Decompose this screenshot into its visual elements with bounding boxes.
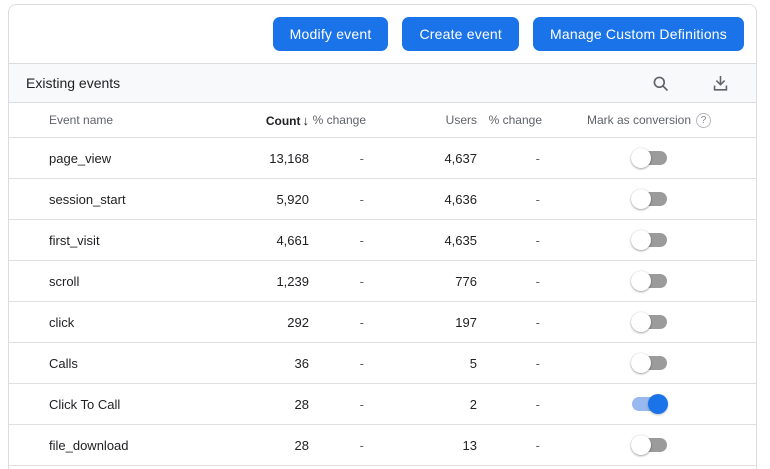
users-cell: 197 [455, 314, 477, 330]
mark-as-conversion-label: Mark as conversion [586, 113, 692, 127]
conversion-toggle[interactable] [631, 394, 668, 414]
toggle-thumb [630, 189, 651, 209]
events-card: Modify event Create event Manage Custom … [8, 4, 757, 469]
users-cell: 4,637 [444, 150, 477, 166]
panel-header: Existing events [9, 63, 756, 103]
users-cell: 5 [469, 355, 477, 371]
header-count-pct-change: % change [312, 113, 366, 127]
manage-custom-definitions-button[interactable]: Manage Custom Definitions [533, 17, 744, 51]
count-pct-change-cell: - [359, 355, 364, 371]
event-name-cell: file_download [49, 437, 129, 453]
download-icon[interactable] [710, 73, 730, 93]
table-row: page_view 13,168 - 4,637 - [9, 138, 756, 179]
users-pct-change-cell: - [535, 396, 540, 412]
conversion-toggle[interactable] [630, 353, 668, 373]
count-pct-change-cell: - [359, 314, 364, 330]
event-name-cell: session_start [49, 191, 126, 207]
table-row: session_start 5,920 - 4,636 - [9, 179, 756, 220]
table-header-row: Event name Count ↓ % change Users % chang… [9, 103, 756, 138]
count-pct-change-cell: - [359, 191, 364, 207]
toggle-thumb [630, 271, 651, 291]
table-row: Calls 36 - 5 - [9, 343, 756, 384]
users-pct-change-cell: - [535, 355, 540, 371]
count-cell: 36 [294, 355, 309, 371]
users-pct-change-cell: - [535, 191, 540, 207]
conversion-toggle[interactable] [630, 189, 668, 209]
users-cell: 4,635 [444, 232, 477, 248]
count-cell: 292 [287, 314, 309, 330]
toggle-thumb [630, 312, 651, 332]
conversion-toggle[interactable] [630, 271, 668, 291]
toggle-thumb [630, 435, 651, 455]
conversion-cell [542, 230, 756, 250]
count-pct-change-cell: - [359, 232, 364, 248]
header-mark-as-conversion: Mark as conversion ? [542, 112, 756, 128]
count-pct-change-cell: - [359, 273, 364, 289]
header-users-pct-change: % change [488, 113, 542, 127]
users-pct-change-cell: - [535, 437, 540, 453]
event-name-cell: scroll [49, 273, 80, 289]
conversion-cell [542, 312, 756, 332]
table-body: page_view 13,168 - 4,637 - session_start… [9, 138, 756, 466]
count-cell: 4,661 [276, 232, 309, 248]
header-users: Users [445, 113, 477, 127]
users-pct-change-cell: - [535, 314, 540, 330]
table-row: click 292 - 197 - [9, 302, 756, 343]
toggle-thumb [630, 230, 651, 250]
modify-event-button[interactable]: Modify event [272, 17, 389, 51]
conversion-toggle[interactable] [630, 312, 668, 332]
toggle-thumb [630, 148, 651, 168]
count-cell: 13,168 [269, 150, 309, 166]
conversion-cell [542, 435, 756, 455]
users-cell: 776 [455, 273, 477, 289]
count-cell: 28 [294, 396, 309, 412]
table-row: file_download 28 - 13 - [9, 425, 756, 466]
conversion-cell [542, 394, 756, 414]
count-pct-change-cell: - [359, 150, 364, 166]
table-row: scroll 1,239 - 776 - [9, 261, 756, 302]
event-name-cell: click [49, 314, 75, 330]
header-event-name: Event name [49, 113, 114, 127]
help-icon[interactable]: ? [696, 112, 712, 128]
users-cell: 4,636 [444, 191, 477, 207]
users-cell: 13 [462, 437, 477, 453]
count-cell: 1,239 [276, 273, 309, 289]
users-pct-change-cell: - [535, 150, 540, 166]
count-cell: 28 [294, 437, 309, 453]
users-pct-change-cell: - [535, 232, 540, 248]
users-pct-change-cell: - [535, 273, 540, 289]
toolbar: Modify event Create event Manage Custom … [9, 5, 756, 63]
table-row: first_visit 4,661 - 4,635 - [9, 220, 756, 261]
header-count-label: Count [265, 113, 301, 128]
count-cell: 5,920 [276, 191, 309, 207]
event-name-cell: page_view [49, 150, 112, 166]
conversion-cell [542, 271, 756, 291]
panel-title: Existing events [26, 75, 121, 91]
event-name-cell: first_visit [49, 232, 100, 248]
create-event-button[interactable]: Create event [402, 17, 520, 51]
event-name-cell: Calls [49, 355, 78, 371]
conversion-toggle[interactable] [630, 435, 668, 455]
sort-descending-icon: ↓ [302, 112, 310, 128]
conversion-cell [542, 353, 756, 373]
users-cell: 2 [469, 396, 477, 412]
toggle-thumb [630, 353, 651, 373]
conversion-toggle[interactable] [630, 148, 668, 168]
count-pct-change-cell: - [359, 396, 364, 412]
conversion-cell [542, 189, 756, 209]
conversion-toggle[interactable] [630, 230, 668, 250]
panel-actions [650, 73, 730, 93]
conversion-cell [542, 148, 756, 168]
header-count-sortable[interactable]: Count ↓ [261, 113, 309, 128]
toggle-thumb [647, 394, 668, 414]
search-icon[interactable] [650, 73, 670, 93]
count-pct-change-cell: - [359, 437, 364, 453]
table-row: Click To Call 28 - 2 - [9, 384, 756, 425]
event-name-cell: Click To Call [49, 396, 121, 412]
